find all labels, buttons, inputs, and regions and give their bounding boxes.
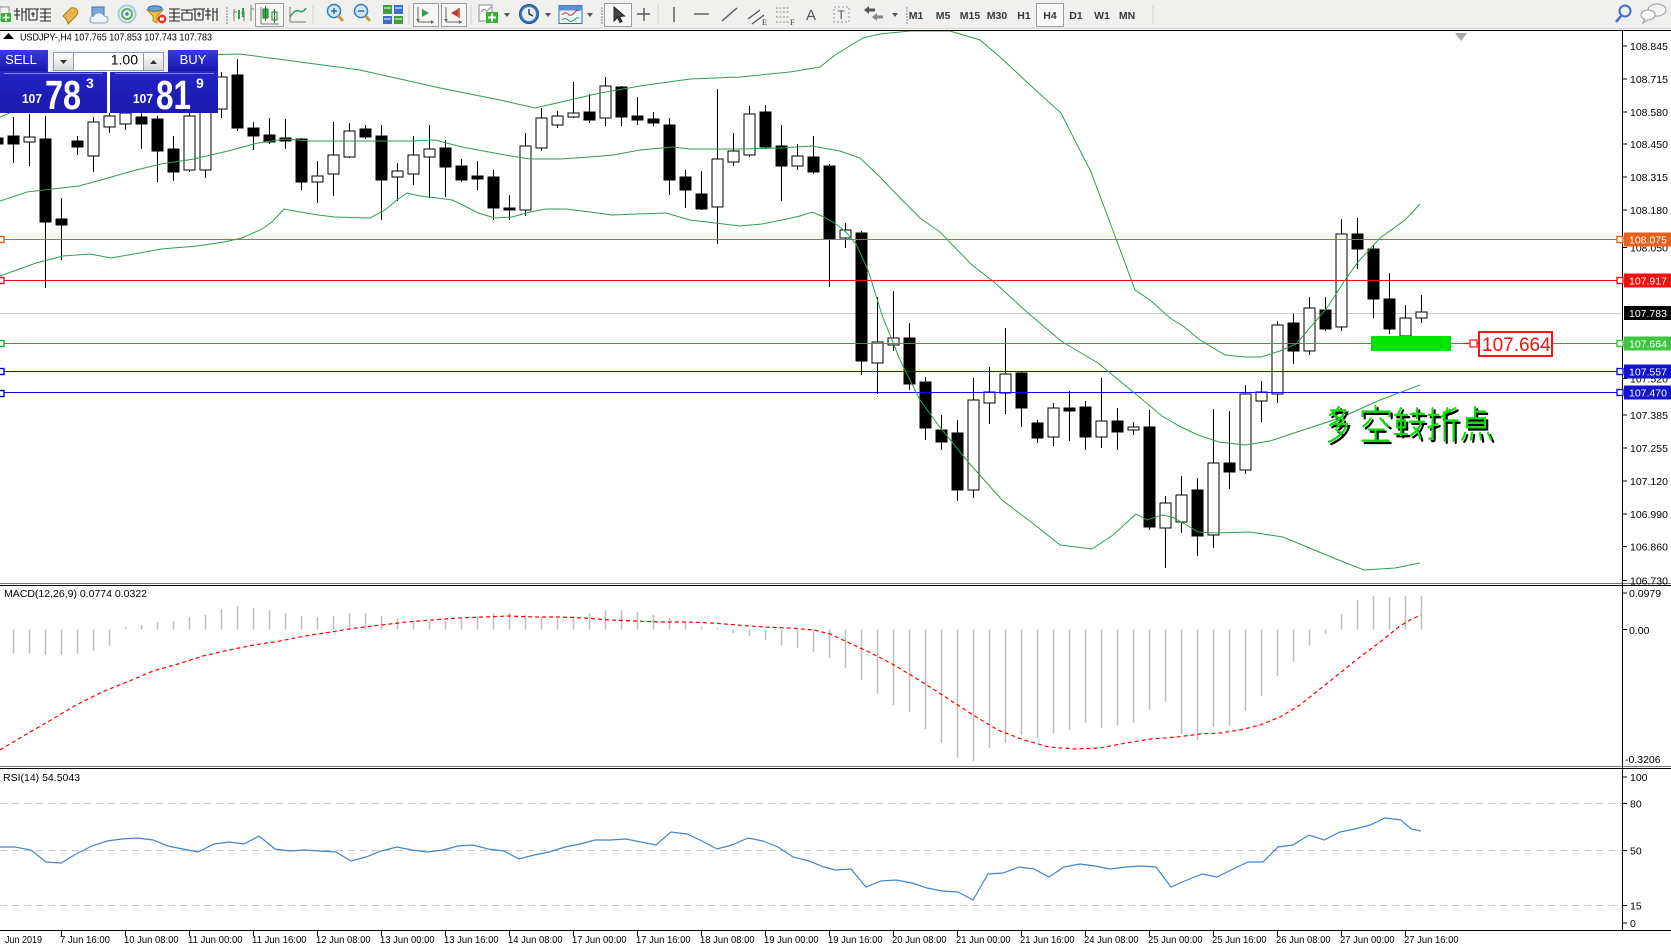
svg-text:24 Jun 08:00: 24 Jun 08:00 (1084, 934, 1139, 946)
svg-text:81: 81 (156, 72, 191, 118)
svg-text:0.0979: 0.0979 (1629, 588, 1661, 600)
svg-text:19 Jun 00:00: 19 Jun 00:00 (764, 934, 819, 946)
svg-text:MN: MN (1119, 10, 1135, 22)
svg-text:106.990: 106.990 (1630, 509, 1668, 521)
svg-text:108.180: 108.180 (1630, 205, 1668, 217)
svg-text:F: F (790, 18, 795, 27)
svg-text:18 Jun 08:00: 18 Jun 08:00 (700, 934, 755, 946)
svg-text:12 Jun 08:00: 12 Jun 08:00 (316, 934, 371, 946)
svg-text:107.917: 107.917 (1629, 276, 1667, 288)
svg-text:25 Jun 16:00: 25 Jun 16:00 (1212, 934, 1267, 946)
svg-text:M15: M15 (960, 10, 981, 22)
svg-text:M30: M30 (987, 10, 1008, 22)
svg-text:17 Jun 16:00: 17 Jun 16:00 (636, 934, 691, 946)
svg-text:108.450: 108.450 (1630, 139, 1668, 151)
svg-text:25 Jun 00:00: 25 Jun 00:00 (1148, 934, 1203, 946)
svg-text:26 Jun 08:00: 26 Jun 08:00 (1276, 934, 1331, 946)
svg-text:14 Jun 08:00: 14 Jun 08:00 (508, 934, 563, 946)
svg-text:E: E (762, 18, 767, 27)
svg-text:13 Jun 00:00: 13 Jun 00:00 (380, 934, 435, 946)
svg-text:107: 107 (22, 91, 42, 106)
svg-text:10 Jun 08:00: 10 Jun 08:00 (124, 934, 179, 946)
svg-text:9: 9 (196, 75, 204, 91)
svg-text:106.860: 106.860 (1630, 542, 1668, 554)
svg-text:BUY: BUY (180, 52, 207, 67)
svg-text:107.470: 107.470 (1629, 388, 1667, 400)
svg-text:19 Jun 16:00: 19 Jun 16:00 (828, 934, 883, 946)
svg-text:MACD(12,26,9) 0.0774 0.0322: MACD(12,26,9) 0.0774 0.0322 (4, 588, 147, 600)
svg-text:7 Jun 16:00: 7 Jun 16:00 (60, 934, 110, 946)
svg-text:80: 80 (1630, 799, 1642, 811)
svg-text:-0.3206: -0.3206 (1625, 754, 1661, 766)
svg-text:107.255: 107.255 (1630, 443, 1668, 455)
svg-text:0.00: 0.00 (1629, 625, 1650, 637)
svg-text:W1: W1 (1094, 10, 1110, 22)
svg-text:108.845: 108.845 (1630, 41, 1668, 53)
svg-text:108.715: 108.715 (1630, 74, 1668, 86)
svg-text:107.120: 107.120 (1630, 476, 1668, 488)
svg-text:11 Jun 16:00: 11 Jun 16:00 (252, 934, 307, 946)
svg-text:108.580: 108.580 (1630, 107, 1668, 119)
svg-text:1.00: 1.00 (111, 52, 138, 68)
svg-text:11 Jun 00:00: 11 Jun 00:00 (188, 934, 243, 946)
svg-text:21 Jun 16:00: 21 Jun 16:00 (1020, 934, 1075, 946)
svg-text:15: 15 (1630, 901, 1642, 913)
svg-text:M5: M5 (936, 10, 951, 22)
svg-text:13 Jun 16:00: 13 Jun 16:00 (444, 934, 499, 946)
svg-text:0: 0 (1630, 918, 1636, 930)
svg-text:Jun 2019: Jun 2019 (5, 934, 42, 946)
svg-text:108.315: 108.315 (1630, 172, 1668, 184)
svg-text:21 Jun 00:00: 21 Jun 00:00 (956, 934, 1011, 946)
svg-text:50: 50 (1630, 846, 1642, 858)
svg-text:27 Jun 00:00: 27 Jun 00:00 (1340, 934, 1395, 946)
svg-text:107.664: 107.664 (1482, 335, 1551, 356)
svg-text:27 Jun 16:00: 27 Jun 16:00 (1404, 934, 1459, 946)
svg-text:20 Jun 08:00: 20 Jun 08:00 (892, 934, 947, 946)
svg-text:D1: D1 (1069, 10, 1083, 22)
svg-text:78: 78 (45, 72, 81, 118)
svg-text:106.730: 106.730 (1630, 575, 1668, 587)
svg-text:M1: M1 (909, 10, 924, 22)
svg-text:USDJPY-,H4 107.765 107.853 10: USDJPY-,H4 107.765 107.853 107.743 107.7… (20, 32, 212, 44)
svg-text:H4: H4 (1043, 10, 1057, 22)
svg-text:SELL: SELL (5, 52, 37, 67)
svg-text:107.385: 107.385 (1630, 410, 1668, 422)
svg-text:100: 100 (1630, 772, 1648, 784)
svg-text:107.664: 107.664 (1629, 339, 1667, 351)
svg-text:T: T (838, 8, 846, 22)
svg-text:17 Jun 00:00: 17 Jun 00:00 (572, 934, 627, 946)
svg-text:107.557: 107.557 (1629, 367, 1667, 379)
svg-text:H1: H1 (1017, 10, 1031, 22)
svg-text:3: 3 (86, 75, 94, 91)
svg-text:RSI(14) 54.5043: RSI(14) 54.5043 (3, 772, 80, 784)
svg-text:108.075: 108.075 (1629, 235, 1667, 247)
svg-text:107.783: 107.783 (1629, 308, 1667, 320)
svg-text:A: A (806, 7, 816, 24)
svg-text:107: 107 (133, 91, 153, 106)
